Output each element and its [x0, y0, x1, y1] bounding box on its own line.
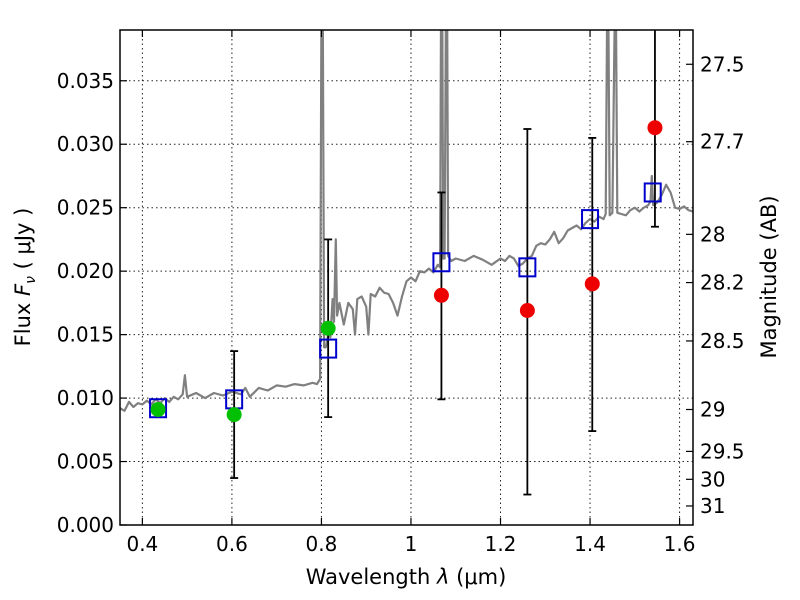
data-point-red — [433, 287, 449, 303]
y-tick-label: 0.020 — [57, 259, 114, 283]
plot-content — [120, 30, 693, 496]
x-tick-label: 1.2 — [485, 532, 517, 556]
data-point-green — [150, 402, 166, 417]
y-axis-label: Flux Fν ( μJy ) — [11, 208, 39, 347]
y2-tick-label: 30 — [700, 467, 725, 491]
y2-tick-label: 28.2 — [700, 271, 745, 295]
axes: 0.4 0.6 0.8 1 1.2 1.4 1.6 0.000 0.005 0.010 0.015 0… — [57, 30, 745, 556]
y-tick-label: 0.005 — [57, 450, 114, 474]
y2-tick-label: 29.5 — [700, 439, 745, 463]
data-point-red — [647, 120, 663, 136]
x-tick-label: 1.4 — [574, 532, 606, 556]
plot-area — [120, 30, 693, 525]
y2-tick-label: 27.5 — [700, 52, 745, 76]
y-tick-label: 0.035 — [57, 69, 114, 93]
model-box — [581, 209, 600, 230]
x-tick-label: 1 — [405, 532, 418, 556]
model-box — [432, 252, 451, 273]
data-point-green — [226, 407, 242, 423]
y-tick-label: 0.000 — [57, 513, 114, 537]
y2-tick-label: 28.5 — [700, 329, 745, 353]
x-tick-label: 1.6 — [664, 532, 696, 556]
x-tick-label: 0.8 — [306, 532, 338, 556]
model-box — [643, 182, 662, 203]
y-tick-label: 0.025 — [57, 196, 114, 220]
data-point-red — [584, 276, 600, 292]
data-point-red — [519, 303, 535, 318]
y2-tick-label: 28 — [700, 222, 725, 246]
y2-tick-label: 31 — [700, 494, 725, 518]
data-point-green — [320, 320, 336, 336]
y-tick-label: 0.030 — [57, 132, 114, 156]
plot-frame — [119, 29, 694, 526]
model-box — [518, 257, 537, 278]
model-box — [319, 338, 338, 359]
y2-tick-label: 27.7 — [700, 130, 745, 154]
x-tick-label: 0.6 — [216, 532, 248, 556]
y2-axis-label: Magnitude (AB) — [757, 195, 781, 358]
y-tick-label: 0.015 — [57, 323, 114, 347]
x-axis-label: Wavelength λ (μm) — [306, 565, 507, 589]
y2-tick-label: 29 — [700, 398, 725, 422]
x-tick-label: 0.4 — [126, 532, 158, 556]
model-box — [149, 398, 168, 419]
y-tick-label: 0.010 — [57, 386, 114, 410]
